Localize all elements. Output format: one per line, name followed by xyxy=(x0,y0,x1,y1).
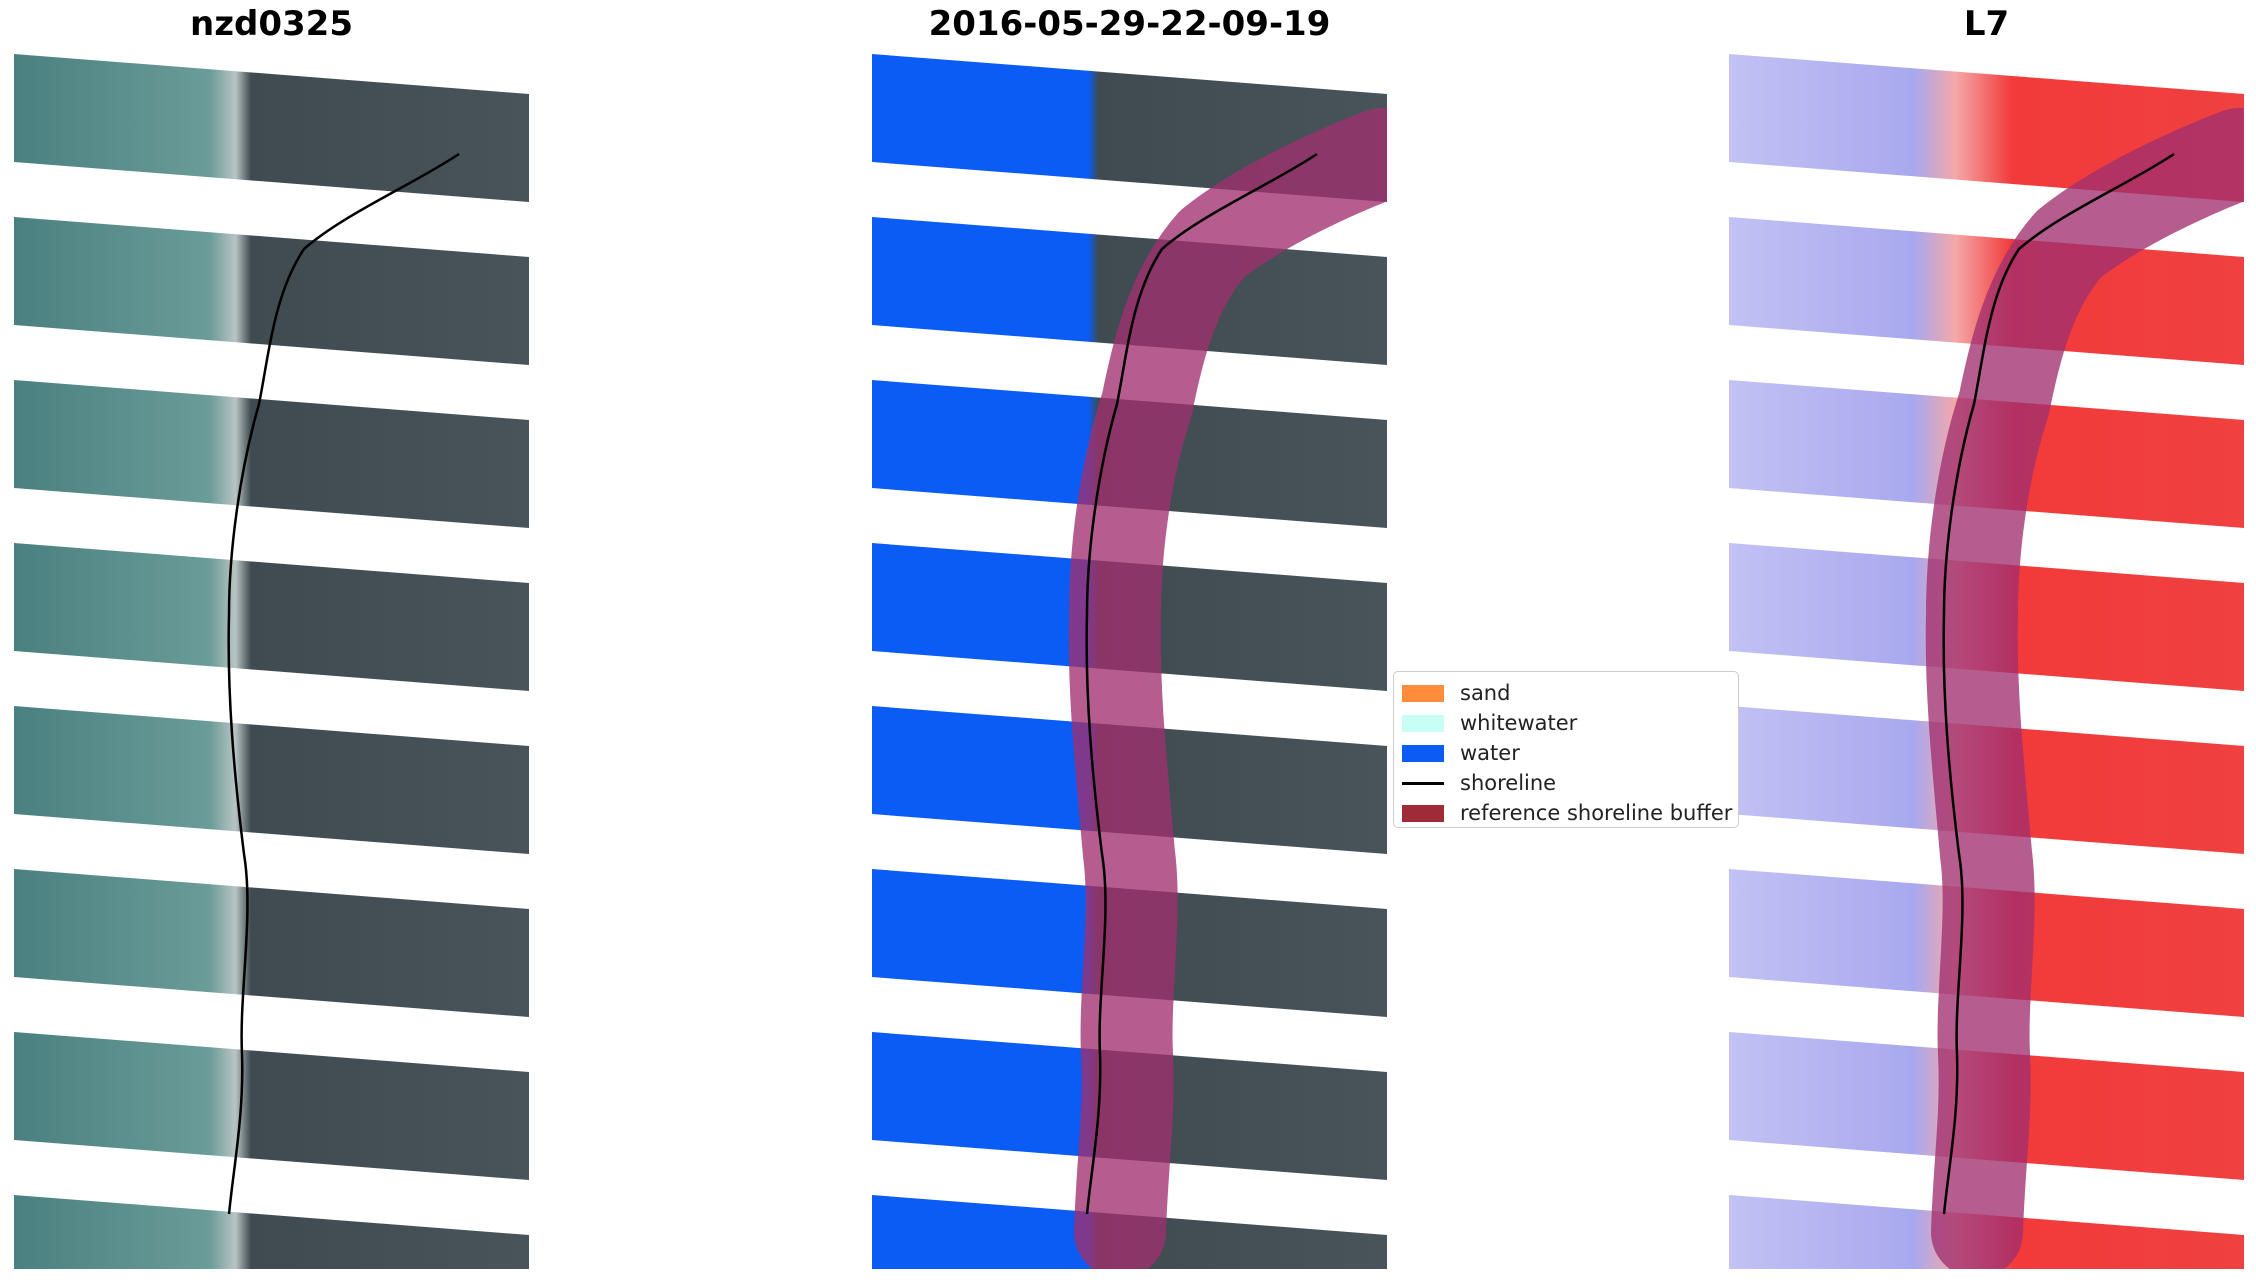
legend-swatch-sand xyxy=(1402,684,1444,702)
scan-strip xyxy=(14,706,529,854)
legend-label-shoreline: shoreline xyxy=(1460,771,1557,795)
shoreline-line xyxy=(1085,152,1318,1215)
scan-strip xyxy=(14,543,529,691)
legend-swatch-whitewater xyxy=(1402,714,1444,732)
scan-strip xyxy=(14,54,529,202)
legend-label-water: water xyxy=(1460,741,1520,765)
scan-strip xyxy=(14,217,529,365)
reference-shoreline-buffer xyxy=(1068,108,1387,1269)
scan-strip xyxy=(14,869,529,1017)
legend-item-sand: sand xyxy=(1402,678,1730,708)
classified-image xyxy=(872,54,1387,1269)
legend-label-whitewater: whitewater xyxy=(1460,711,1578,735)
classified-image-panel xyxy=(872,54,1387,1269)
legend-item-buffer: reference shoreline buffer xyxy=(1402,798,1733,828)
scan-strips xyxy=(14,54,529,1269)
rgb-image-panel xyxy=(14,54,529,1269)
index-image-panel xyxy=(1729,54,2244,1269)
scan-strip xyxy=(14,380,529,528)
panel-title-rgb: nzd0325 xyxy=(190,4,353,44)
legend-label-buffer: reference shoreline buffer xyxy=(1460,801,1733,825)
shoreline-line xyxy=(1942,152,2175,1215)
shoreline-line xyxy=(227,152,460,1215)
legend-swatch-shoreline xyxy=(1402,781,1444,785)
legend: sand whitewater water shoreline referenc… xyxy=(1393,671,1739,828)
legend-item-water: water xyxy=(1402,738,1730,768)
legend-label-sand: sand xyxy=(1460,681,1511,705)
reference-shoreline-buffer xyxy=(1925,108,2244,1269)
panel-title-classified: 2016-05-29-22-09-19 xyxy=(928,4,1331,44)
legend-swatch-water xyxy=(1402,744,1444,762)
scan-strip xyxy=(14,1032,529,1180)
scan-strip xyxy=(14,1195,529,1269)
rgb-image xyxy=(14,54,529,1269)
index-image xyxy=(1729,54,2244,1269)
panel-title-index: L7 xyxy=(1963,4,2010,44)
legend-item-whitewater: whitewater xyxy=(1402,708,1730,738)
legend-item-shoreline: shoreline xyxy=(1402,768,1730,798)
legend-swatch-buffer xyxy=(1402,804,1444,822)
